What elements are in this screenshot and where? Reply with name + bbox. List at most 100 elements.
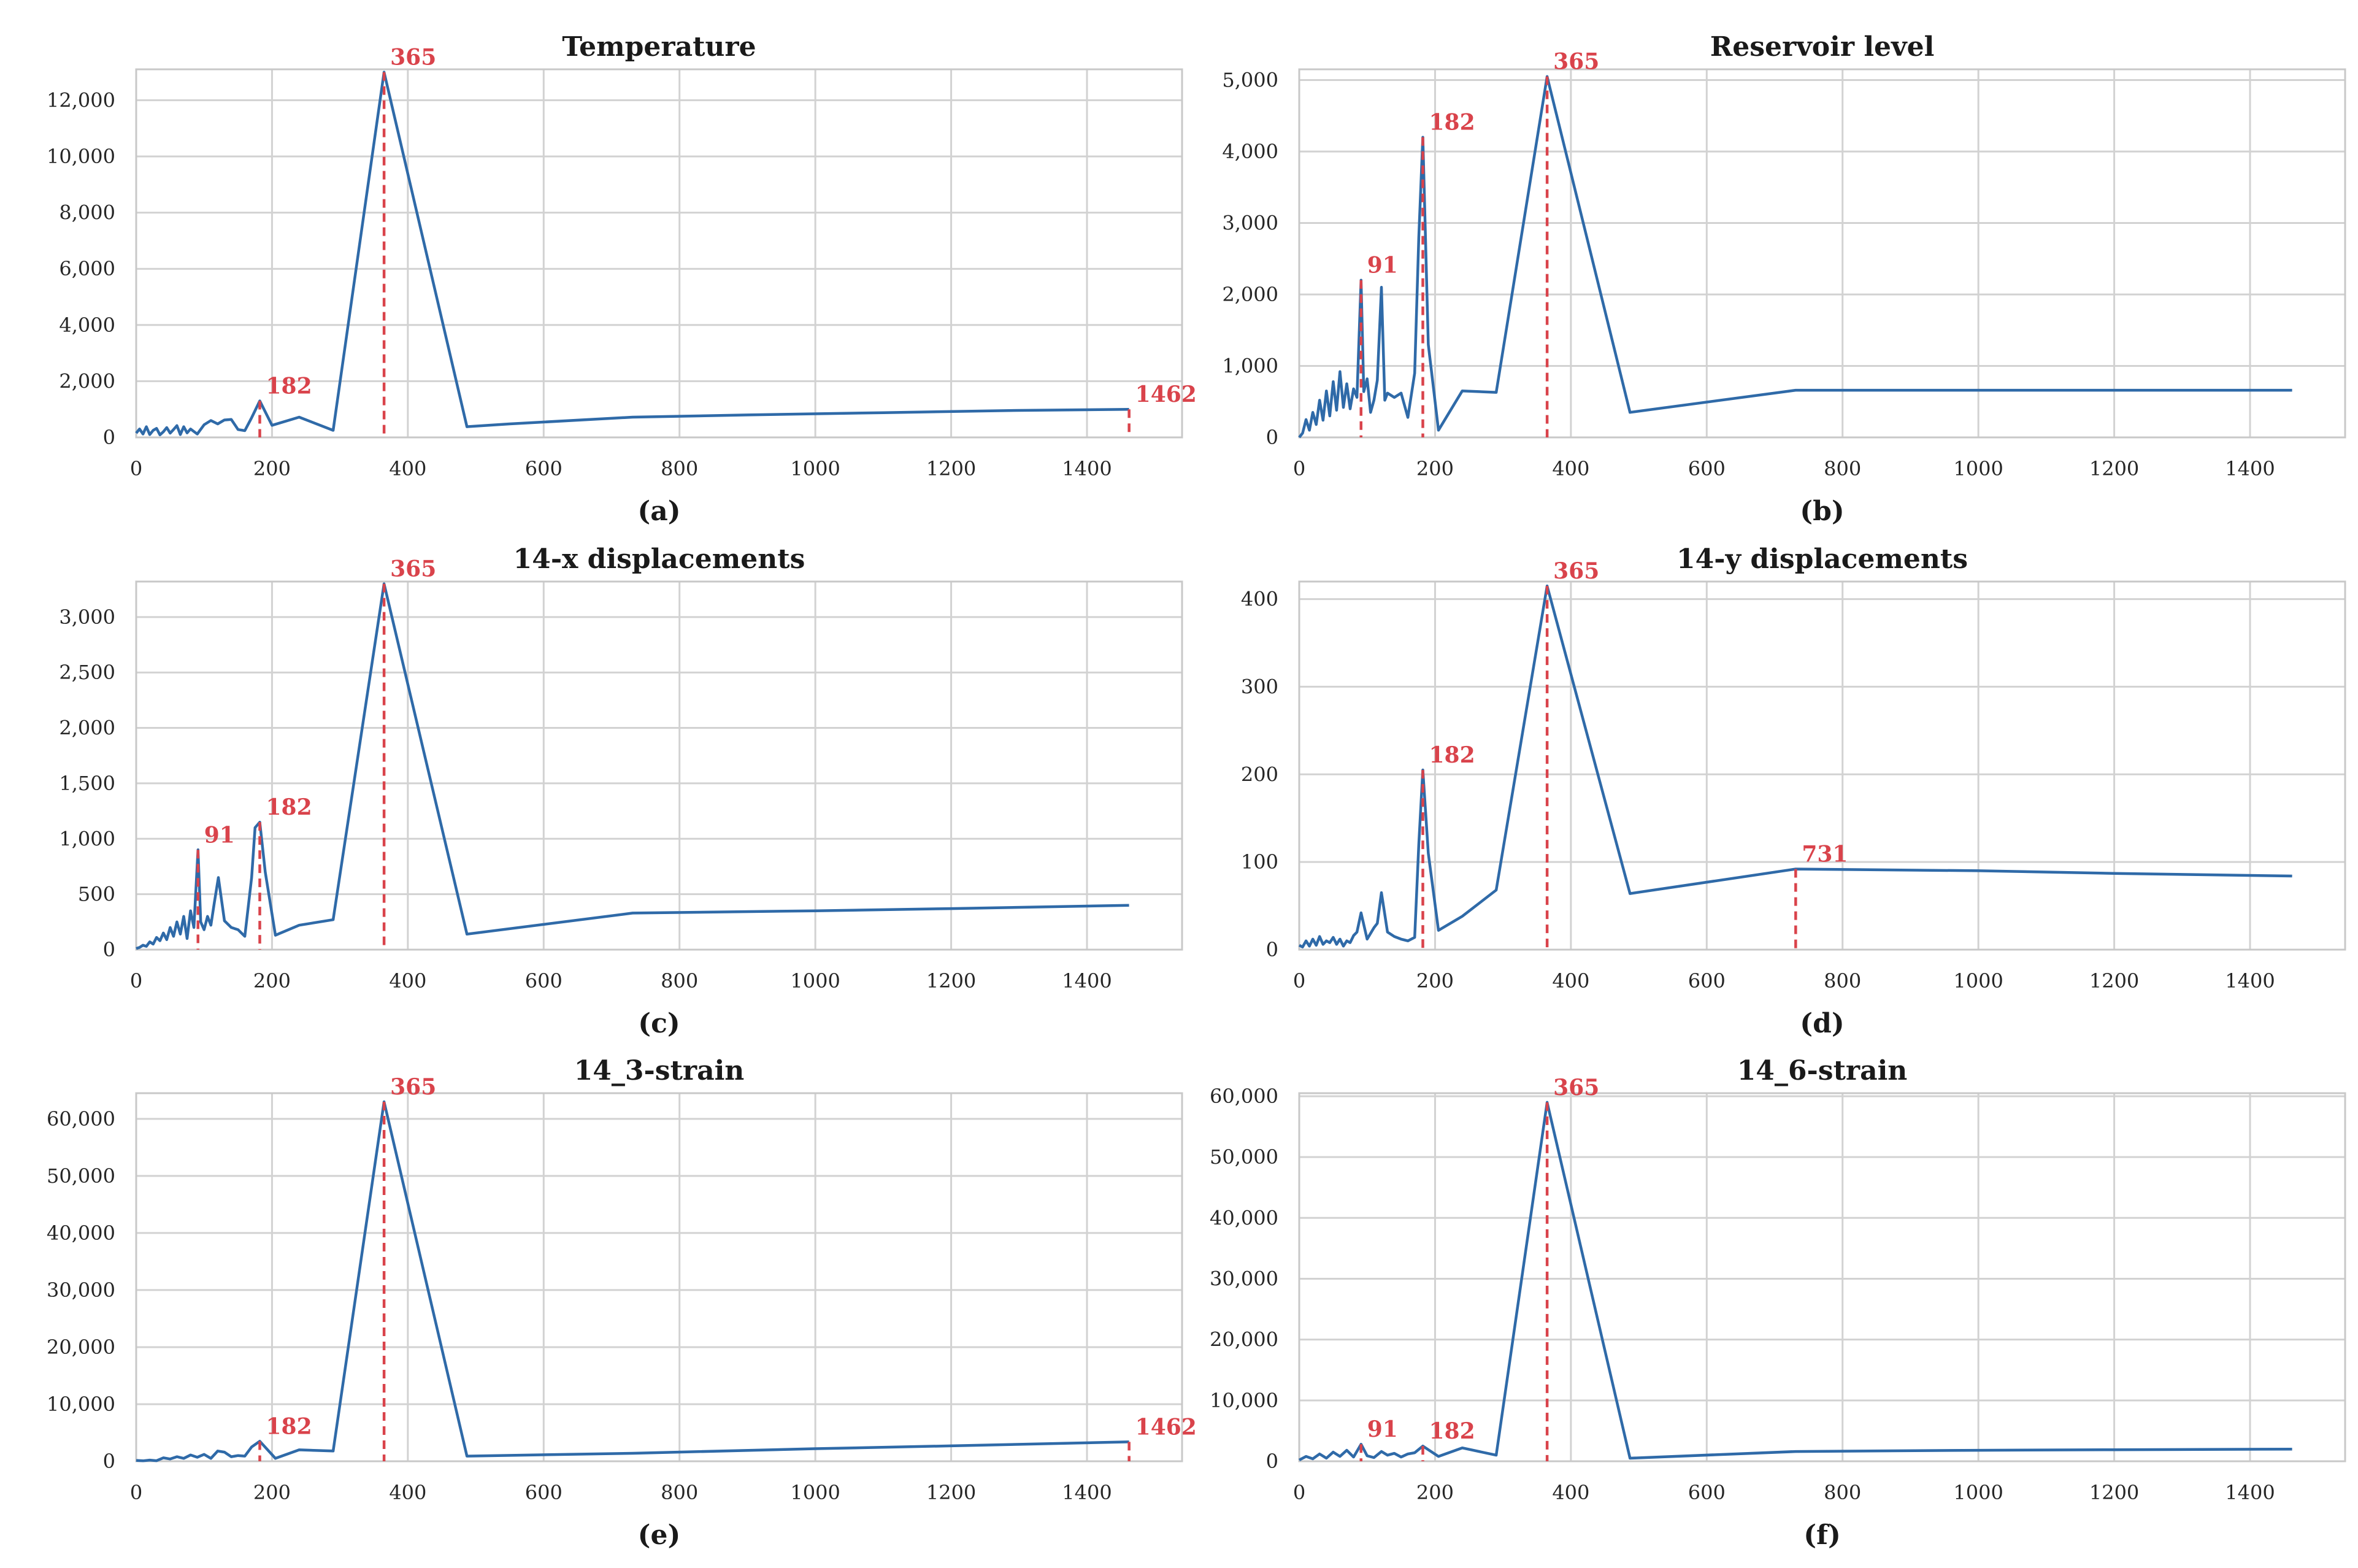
peak-label: 91 <box>1367 253 1398 279</box>
x-tick-label: 400 <box>389 1481 426 1504</box>
x-tick-label: 200 <box>253 457 291 480</box>
y-tick-label: 40,000 <box>47 1221 115 1245</box>
y-tick-label: 12,000 <box>47 88 115 112</box>
x-tick-label: 600 <box>1688 969 1726 993</box>
y-tick-label: 6,000 <box>59 257 115 280</box>
y-tick-label: 10,000 <box>47 145 115 168</box>
plot-frame <box>135 1092 1183 1462</box>
peak-label: 91 <box>1367 1416 1398 1442</box>
y-tick-label: 20,000 <box>1210 1328 1278 1351</box>
y-tick-label: 60,000 <box>1210 1085 1278 1108</box>
y-tick-label: 0 <box>1266 1450 1278 1473</box>
y-tick-label: 2,000 <box>59 717 115 740</box>
x-tick-label: 1400 <box>2225 457 2275 480</box>
chart-b: 0 200 400 600 800 1000 1200 1400 0 1,000 2,000 3,00… <box>1222 31 2346 527</box>
chart-e: 0 200 400 600 800 1000 1200 1400 0 10,000 20,000 30… <box>47 1055 1197 1551</box>
y-tick-label: 200 <box>1241 763 1278 786</box>
y-tick-label: 20,000 <box>47 1335 115 1359</box>
chart-caption: (d) <box>1800 1008 1844 1039</box>
x-tick-label: 600 <box>1688 457 1726 480</box>
y-tick-label: 1,000 <box>59 827 115 850</box>
y-tick-label: 100 <box>1241 850 1278 874</box>
x-tick-label: 0 <box>1293 457 1305 480</box>
y-tick-label: 500 <box>78 883 115 906</box>
plot-frame <box>135 68 1183 439</box>
x-tick-label: 800 <box>661 1481 698 1504</box>
series-line <box>1298 75 2292 439</box>
x-tick-label: 600 <box>525 969 563 993</box>
y-tick-label: 10,000 <box>1210 1389 1278 1412</box>
y-tick-label: 30,000 <box>1210 1267 1278 1290</box>
x-tick-label: 400 <box>1552 457 1589 480</box>
chart-title: Temperature <box>562 31 756 63</box>
x-tick-label: 1200 <box>926 457 976 480</box>
y-tick-label: 400 <box>1241 588 1278 611</box>
y-tick-label: 5,000 <box>1222 68 1278 91</box>
peak-label: 731 <box>1802 842 1848 867</box>
x-tick-label: 400 <box>389 969 426 993</box>
x-tick-label: 800 <box>1824 1481 1861 1504</box>
peak-label: 182 <box>266 1413 312 1439</box>
x-tick-label: 200 <box>253 969 291 993</box>
peak-label: 365 <box>390 1074 436 1100</box>
peak-label: 182 <box>1429 110 1475 136</box>
peak-label: 365 <box>1553 558 1599 584</box>
chart-title: 14-x displacements <box>513 544 805 575</box>
x-tick-label: 1000 <box>790 969 840 993</box>
y-tick-label: 2,500 <box>59 661 115 684</box>
x-tick-label: 1400 <box>1062 457 1112 480</box>
chart-title: 14_3-strain <box>574 1055 745 1086</box>
chart-caption: (e) <box>638 1520 681 1551</box>
x-tick-label: 1000 <box>1953 457 2003 480</box>
series-line <box>136 582 1129 950</box>
y-tick-label: 60,000 <box>47 1107 115 1131</box>
x-tick-label: 800 <box>1824 457 1861 480</box>
peak-label: 1462 <box>1135 1414 1197 1440</box>
chart-title: 14-y displacements <box>1676 544 1968 575</box>
y-tick-label: 0 <box>103 426 115 449</box>
y-tick-label: 0 <box>103 1450 115 1473</box>
y-tick-label: 0 <box>1266 938 1278 961</box>
y-tick-label: 50,000 <box>1210 1145 1278 1169</box>
y-tick-label: 40,000 <box>1210 1206 1278 1229</box>
y-tick-label: 50,000 <box>47 1164 115 1188</box>
chart-f: 0 200 400 600 800 1000 1200 1400 0 10,000 20,000 30… <box>1210 1055 2346 1551</box>
x-tick-label: 600 <box>525 457 563 480</box>
peak-label: 182 <box>1429 742 1475 768</box>
peak-label: 365 <box>390 556 436 582</box>
y-tick-label: 30,000 <box>47 1278 115 1302</box>
x-tick-label: 1200 <box>926 969 976 993</box>
y-tick-label: 0 <box>1266 426 1278 449</box>
series-line <box>1298 584 2292 948</box>
series-line <box>136 1100 1129 1462</box>
chart-title: 14_6-strain <box>1737 1055 1908 1086</box>
chart-a: 0 200 400 600 800 1000 1200 1400 0 2,000 4,000 6,00… <box>47 31 1197 527</box>
x-tick-label: 1000 <box>790 457 840 480</box>
y-tick-label: 8,000 <box>59 201 115 225</box>
x-tick-label: 400 <box>1552 969 1589 993</box>
peak-label: 91 <box>204 822 235 848</box>
x-tick-label: 1000 <box>1953 1481 2003 1504</box>
x-tick-label: 1200 <box>2089 969 2139 993</box>
y-tick-label: 4,000 <box>59 313 115 337</box>
y-tick-label: 2,000 <box>59 369 115 393</box>
x-tick-label: 0 <box>1293 1481 1305 1504</box>
x-tick-label: 200 <box>1416 1481 1454 1504</box>
y-tick-label: 1,000 <box>1222 354 1278 377</box>
x-tick-label: 800 <box>1824 969 1861 993</box>
x-tick-label: 1200 <box>926 1481 976 1504</box>
x-tick-label: 200 <box>1416 457 1454 480</box>
x-tick-label: 200 <box>1416 969 1454 993</box>
x-tick-label: 1000 <box>1953 969 2003 993</box>
plot-frame <box>1298 580 2346 951</box>
x-tick-label: 0 <box>130 969 142 993</box>
x-tick-label: 1400 <box>2225 1481 2275 1504</box>
chart-caption: (b) <box>1800 496 1844 527</box>
y-tick-label: 3,000 <box>1222 211 1278 234</box>
chart-caption: (f) <box>1803 1520 1841 1551</box>
y-tick-label: 1,500 <box>59 772 115 795</box>
series-line <box>1298 1101 2292 1461</box>
x-tick-label: 600 <box>525 1481 563 1504</box>
chart-c: 0 200 400 600 800 1000 1200 1400 0 500 1,000 1,500 2… <box>59 544 1183 1039</box>
